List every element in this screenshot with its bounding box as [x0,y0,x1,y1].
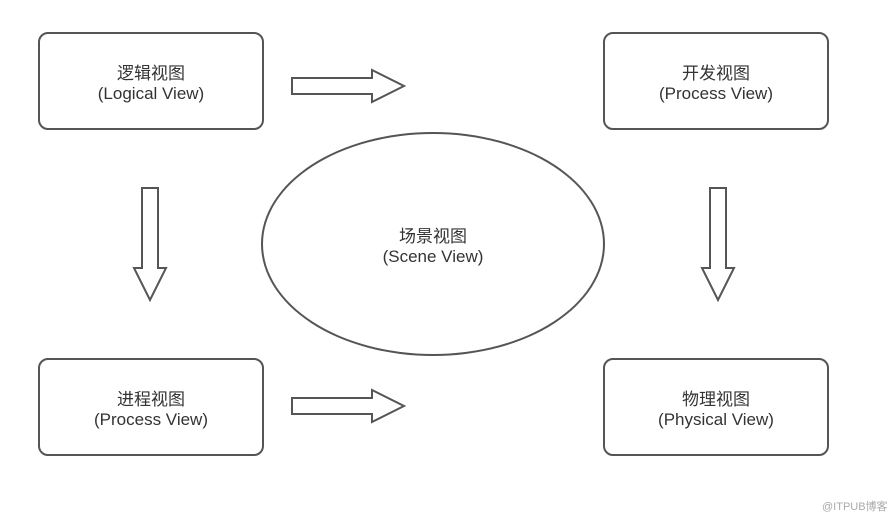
arrow-top-icon [290,68,406,104]
node-physical-view: 物理视图 (Physical View) [603,358,829,456]
node-logical-view-en: (Logical View) [98,84,204,104]
node-scene-view-cn: 场景视图 [399,222,467,247]
node-logical-view: 逻辑视图 (Logical View) [38,32,264,130]
node-development-view-cn: 开发视图 [682,59,750,84]
arrow-left-icon [132,186,168,302]
node-process-view-cn: 进程视图 [117,385,185,410]
node-scene-view: 场景视图 (Scene View) [261,132,605,356]
node-physical-view-cn: 物理视图 [682,385,750,410]
arrow-bottom-icon [290,388,406,424]
arrow-right-icon [700,186,736,302]
node-process-view-en: (Process View) [94,410,208,430]
watermark-text: @ITPUB博客 [822,498,888,514]
node-logical-view-cn: 逻辑视图 [117,59,185,84]
node-development-view: 开发视图 (Process View) [603,32,829,130]
node-scene-view-en: (Scene View) [383,247,484,267]
node-development-view-en: (Process View) [659,84,773,104]
node-physical-view-en: (Physical View) [658,410,774,430]
node-process-view: 进程视图 (Process View) [38,358,264,456]
